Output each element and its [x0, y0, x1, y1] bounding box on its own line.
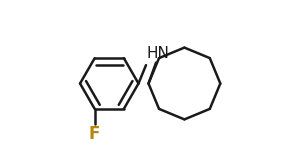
- Text: HN: HN: [147, 46, 170, 61]
- Text: F: F: [89, 125, 100, 143]
